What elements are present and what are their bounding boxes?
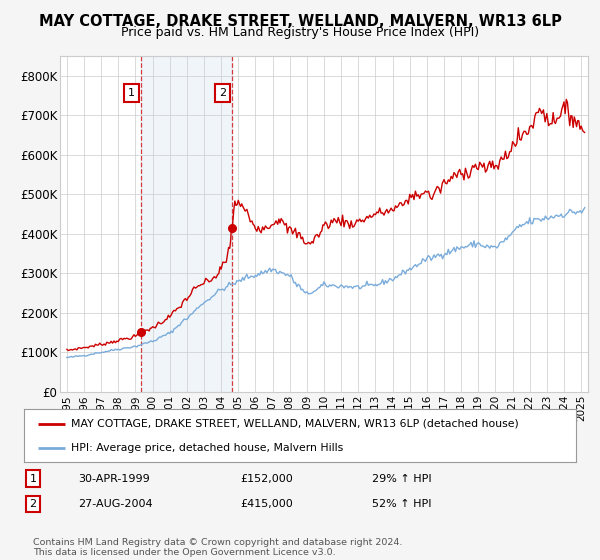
- Text: £415,000: £415,000: [240, 499, 293, 509]
- Text: £152,000: £152,000: [240, 474, 293, 484]
- Text: 30-APR-1999: 30-APR-1999: [78, 474, 150, 484]
- Text: 1: 1: [128, 88, 135, 98]
- Text: 2: 2: [29, 499, 37, 509]
- Bar: [141, 56, 232, 392]
- Text: 1: 1: [29, 474, 37, 484]
- Text: Contains HM Land Registry data © Crown copyright and database right 2024.
This d: Contains HM Land Registry data © Crown c…: [33, 538, 403, 557]
- Text: 52% ↑ HPI: 52% ↑ HPI: [372, 499, 431, 509]
- Text: 29% ↑ HPI: 29% ↑ HPI: [372, 474, 431, 484]
- Text: MAY COTTAGE, DRAKE STREET, WELLAND, MALVERN, WR13 6LP (detached house): MAY COTTAGE, DRAKE STREET, WELLAND, MALV…: [71, 419, 518, 429]
- Text: HPI: Average price, detached house, Malvern Hills: HPI: Average price, detached house, Malv…: [71, 442, 343, 452]
- Text: Price paid vs. HM Land Registry's House Price Index (HPI): Price paid vs. HM Land Registry's House …: [121, 26, 479, 39]
- Text: MAY COTTAGE, DRAKE STREET, WELLAND, MALVERN, WR13 6LP: MAY COTTAGE, DRAKE STREET, WELLAND, MALV…: [38, 14, 562, 29]
- Text: 2: 2: [219, 88, 226, 98]
- Text: 27-AUG-2004: 27-AUG-2004: [78, 499, 152, 509]
